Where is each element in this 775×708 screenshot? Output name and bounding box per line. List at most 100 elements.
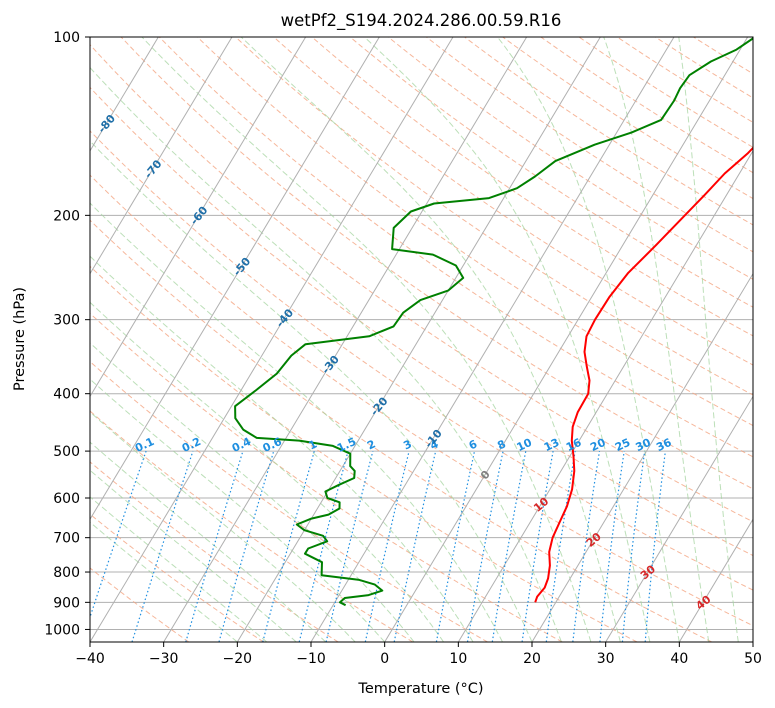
isotherm-label: -50 <box>231 255 254 279</box>
y-tick-label: 600 <box>53 491 80 507</box>
isotherms <box>0 37 753 642</box>
dry-adiabat-line <box>387 37 753 280</box>
moist-adiabat-line <box>90 496 268 642</box>
moist-adiabat-line <box>90 441 327 642</box>
x-tick-label: −30 <box>149 651 179 667</box>
isotherm-line <box>752 641 753 642</box>
plot-area: 0.1 0.2 0.4 0.6 1 1.5 2 3 4 6 8 10 13 16 20 25 30 36-100-… <box>0 37 753 642</box>
mixing-ratio-line <box>325 450 374 642</box>
isotherm-line <box>310 37 675 642</box>
moist-adiabat-line <box>90 140 533 642</box>
x-tick-label: 30 <box>597 651 615 667</box>
y-tick-label: 500 <box>53 444 80 460</box>
x-tick-label: 50 <box>744 651 762 667</box>
mixing-ratio-line <box>572 451 601 642</box>
x-tick-label: 10 <box>449 651 467 667</box>
moist-adiabat-line <box>90 469 297 642</box>
dry-adiabat-line <box>90 265 638 642</box>
moist-adiabat-line <box>90 378 386 642</box>
mixing-ratio-label: 0.1 <box>133 435 156 455</box>
isotherm-label: -70 <box>142 157 165 181</box>
isotherm-label: -80 <box>95 112 118 136</box>
mixing-ratio-label: 20 <box>588 436 608 454</box>
dry-adiabat-line <box>90 43 753 523</box>
isotherm-line <box>531 272 753 642</box>
y-tick-label: 200 <box>53 208 80 224</box>
mixing-ratio-line <box>621 451 646 642</box>
isotherm-label: -60 <box>188 204 211 228</box>
mixing-ratio-label: 36 <box>654 436 674 454</box>
moist-adiabat-line <box>90 255 474 642</box>
x-tick-label: 0 <box>380 651 389 667</box>
mixing-ratio-line <box>393 450 437 642</box>
mixing-ratio-label: 25 <box>613 436 632 454</box>
x-tick-label: 20 <box>523 651 541 667</box>
mixing-ratio-line <box>90 450 147 620</box>
isotherm-line <box>90 37 233 275</box>
dry-adiabat-label: 30 <box>638 562 658 582</box>
y-tick-label: 700 <box>53 531 80 547</box>
isotherm-line <box>90 37 454 642</box>
dry-adiabat-line <box>90 130 753 591</box>
dry-adiabat-line <box>540 37 753 174</box>
dewpoint-profile-line <box>234 37 753 607</box>
dry-adiabat-line <box>273 37 753 366</box>
moist-adiabat-line <box>603 37 710 642</box>
isotherm-label: -20 <box>368 395 391 419</box>
isotherm-line <box>678 518 753 642</box>
mixing-ratio-line <box>435 450 476 642</box>
dry-adiabat-label: 40 <box>693 593 713 613</box>
dry-adiabat-line <box>90 219 712 642</box>
mixing-ratio-label: 1.5 <box>335 435 358 455</box>
isotherm-line <box>457 149 753 642</box>
profile-lines <box>234 37 753 607</box>
dry-adiabat-line <box>311 37 753 337</box>
dry-adiabat-line <box>426 37 753 253</box>
mixing-ratio-label: 16 <box>564 436 584 454</box>
x-tick-label: −20 <box>223 651 253 667</box>
moist-adiabat-line <box>90 342 415 642</box>
y-tick-label: 400 <box>53 387 80 403</box>
isotherm-line <box>90 37 380 521</box>
mixing-ratio-line <box>298 450 349 642</box>
y-axis-title: Pressure (hPa) <box>12 287 28 391</box>
mixing-ratio-label: 0.4 <box>230 435 253 455</box>
isotherm-line <box>384 37 749 642</box>
mixing-ratio-lines <box>90 450 666 642</box>
mixing-ratio-line <box>262 450 315 642</box>
x-tick-label: −40 <box>75 651 105 667</box>
moist-adiabat-line <box>678 37 739 642</box>
isotherm-line <box>90 37 307 398</box>
isotherm-line <box>605 395 753 642</box>
dry-adiabat-line <box>90 174 753 627</box>
plot-frame <box>89 36 754 643</box>
dry-adiabat-line <box>90 86 753 557</box>
dry-adiabat-line <box>90 461 339 642</box>
line-labels: 0.1 0.2 0.4 0.6 1 1.5 2 3 4 6 8 10 13 16 20 25 30 36-100-… <box>95 112 713 613</box>
x-tick-label: −10 <box>296 651 326 667</box>
dry-adiabat-line <box>655 37 753 99</box>
mixing-ratio-label: 6 <box>467 437 480 452</box>
isotherm-label: -30 <box>319 353 342 377</box>
dry-adiabat-line <box>90 513 264 642</box>
mixing-ratio-line <box>491 450 527 642</box>
dry-adiabat-line <box>197 37 753 427</box>
moist-adiabat-line <box>90 301 445 642</box>
chart-title: wetPf2_S194.2024.286.00.59.R16 <box>281 11 562 31</box>
moist-adiabat-line <box>141 37 592 642</box>
mixing-ratio-label: 13 <box>542 436 561 454</box>
isotherm-line <box>236 37 601 642</box>
mixing-ratio-line <box>521 450 554 642</box>
mixing-ratio-line <box>131 450 194 642</box>
mixing-ratio-line <box>599 451 625 642</box>
dry-adiabats <box>90 37 753 642</box>
moist-adiabat-line <box>364 37 651 642</box>
isotherm-line <box>0 37 11 642</box>
y-tick-label: 900 <box>53 595 80 611</box>
dry-adiabat-line <box>349 37 753 308</box>
dry-adiabat-line <box>235 37 753 396</box>
isotherm-label: 0 <box>478 468 493 482</box>
mixing-ratio-label: 30 <box>634 436 654 454</box>
y-tick-label: 100 <box>53 30 80 46</box>
